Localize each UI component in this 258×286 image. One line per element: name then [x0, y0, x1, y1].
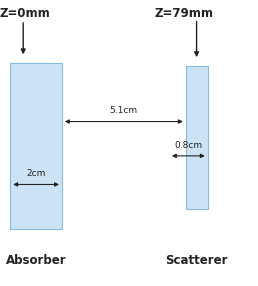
Text: 0.8cm: 0.8cm	[174, 141, 203, 150]
Bar	[186, 66, 208, 209]
Bar	[10, 63, 62, 229]
Text: 5.1cm: 5.1cm	[110, 106, 138, 115]
Text: Scatterer: Scatterer	[165, 255, 228, 267]
Text: Absorber: Absorber	[6, 255, 66, 267]
Text: Z=79mm: Z=79mm	[155, 7, 214, 20]
Text: Z=0mm: Z=0mm	[0, 7, 51, 20]
Text: 2cm: 2cm	[26, 169, 46, 178]
